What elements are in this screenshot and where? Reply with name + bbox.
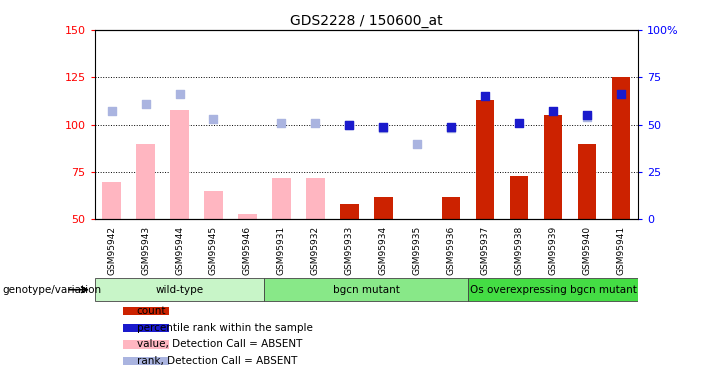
Point bbox=[581, 114, 592, 120]
Bar bbox=[611, 77, 630, 219]
Point bbox=[106, 108, 117, 114]
Text: wild-type: wild-type bbox=[156, 285, 203, 295]
Title: GDS2228 / 150600_at: GDS2228 / 150600_at bbox=[290, 13, 442, 28]
FancyBboxPatch shape bbox=[95, 279, 264, 301]
Point bbox=[446, 124, 457, 130]
Text: GSM95932: GSM95932 bbox=[311, 226, 320, 275]
Point bbox=[378, 126, 389, 132]
Text: GSM95943: GSM95943 bbox=[141, 226, 150, 275]
Bar bbox=[306, 178, 325, 219]
Bar bbox=[272, 178, 291, 219]
Text: GSM95941: GSM95941 bbox=[616, 226, 625, 275]
Point bbox=[343, 122, 355, 128]
Text: GSM95938: GSM95938 bbox=[515, 226, 524, 275]
Point bbox=[547, 108, 559, 114]
Bar bbox=[442, 196, 461, 219]
Point bbox=[310, 120, 321, 126]
Text: GSM95942: GSM95942 bbox=[107, 226, 116, 274]
Text: GSM95944: GSM95944 bbox=[175, 226, 184, 274]
Text: GSM95937: GSM95937 bbox=[481, 226, 489, 275]
Point bbox=[343, 122, 355, 128]
FancyBboxPatch shape bbox=[123, 324, 169, 332]
Text: GSM95934: GSM95934 bbox=[379, 226, 388, 275]
Point bbox=[615, 92, 627, 98]
Point bbox=[140, 101, 151, 107]
Text: value, Detection Call = ABSENT: value, Detection Call = ABSENT bbox=[137, 339, 302, 350]
Text: GSM95936: GSM95936 bbox=[447, 226, 456, 275]
Point bbox=[411, 141, 423, 147]
Text: GSM95946: GSM95946 bbox=[243, 226, 252, 275]
Text: percentile rank within the sample: percentile rank within the sample bbox=[137, 323, 313, 333]
Bar bbox=[374, 196, 393, 219]
FancyBboxPatch shape bbox=[123, 307, 169, 315]
Text: GSM95931: GSM95931 bbox=[277, 226, 286, 275]
Point bbox=[513, 120, 524, 126]
Bar bbox=[510, 176, 529, 219]
Text: GSM95945: GSM95945 bbox=[209, 226, 218, 275]
FancyBboxPatch shape bbox=[123, 357, 169, 365]
Text: count: count bbox=[137, 306, 166, 316]
Point bbox=[446, 126, 457, 132]
Text: GSM95940: GSM95940 bbox=[583, 226, 592, 275]
FancyBboxPatch shape bbox=[123, 340, 169, 349]
Point bbox=[208, 116, 219, 122]
Text: GSM95933: GSM95933 bbox=[345, 226, 354, 275]
FancyBboxPatch shape bbox=[264, 279, 468, 301]
Bar bbox=[544, 115, 562, 219]
Point bbox=[275, 120, 287, 126]
Text: GSM95939: GSM95939 bbox=[548, 226, 557, 275]
Text: rank, Detection Call = ABSENT: rank, Detection Call = ABSENT bbox=[137, 356, 297, 366]
Text: GSM95935: GSM95935 bbox=[413, 226, 422, 275]
Bar bbox=[136, 144, 155, 219]
Bar bbox=[102, 182, 121, 219]
Bar bbox=[578, 144, 597, 219]
Point bbox=[378, 124, 389, 130]
Point bbox=[581, 112, 592, 118]
FancyBboxPatch shape bbox=[468, 279, 638, 301]
Text: bgcn mutant: bgcn mutant bbox=[333, 285, 400, 295]
Bar bbox=[170, 110, 189, 219]
Bar bbox=[340, 204, 359, 219]
Text: Os overexpressing bgcn mutant: Os overexpressing bgcn mutant bbox=[470, 285, 637, 295]
Text: genotype/variation: genotype/variation bbox=[2, 285, 101, 295]
Bar bbox=[238, 214, 257, 219]
Point bbox=[479, 93, 491, 99]
Bar bbox=[204, 191, 223, 219]
Bar bbox=[476, 100, 494, 219]
Point bbox=[174, 92, 185, 98]
